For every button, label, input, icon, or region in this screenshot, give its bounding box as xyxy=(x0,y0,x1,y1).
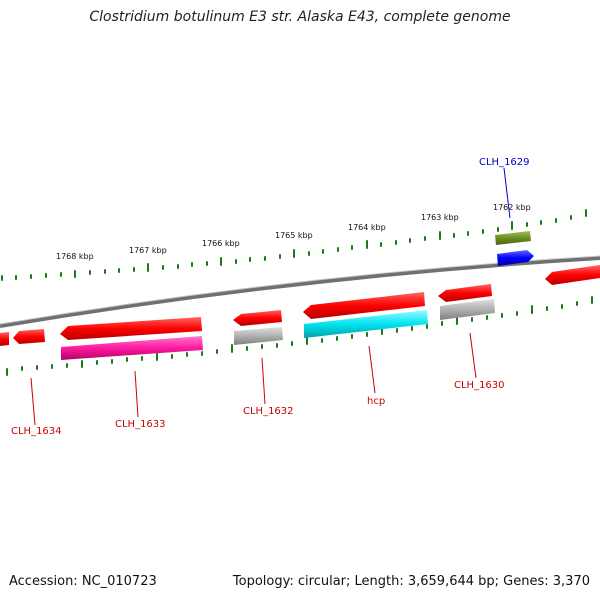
gene-arrow-clh1632[interactable] xyxy=(233,310,282,326)
gene-label-clh1633[interactable]: CLH_1633 xyxy=(115,419,166,430)
gene-label-clh1629[interactable]: CLH_1629 xyxy=(479,157,530,168)
leader-line-clh1629 xyxy=(503,167,511,219)
tick-label-1762: 1762 kbp xyxy=(493,203,531,212)
gene-label-hcp[interactable]: hcp xyxy=(367,396,385,407)
tick-label-1767: 1767 kbp xyxy=(129,246,167,255)
gene-arrow-clh1633[interactable] xyxy=(60,317,202,340)
tick-label-1766: 1766 kbp xyxy=(202,239,240,248)
gene-label-clh1634[interactable]: CLH_1634 xyxy=(11,426,62,437)
leader-line-clh1630 xyxy=(469,332,477,379)
tick-label-1764: 1764 kbp xyxy=(348,223,386,232)
genome-backbone xyxy=(0,256,600,328)
gene-arrow-clh1629[interactable] xyxy=(497,250,534,266)
topology-text: Topology: circular; Length: 3,659,644 bp… xyxy=(232,574,590,589)
gene-arrow-clh1632-lower[interactable] xyxy=(234,327,283,345)
gene-arrow-clh1630-lower[interactable] xyxy=(440,299,495,320)
gene-label-clh1630[interactable]: CLH_1630 xyxy=(454,380,505,391)
gene-arrow-clh1630[interactable] xyxy=(438,284,492,302)
accession-text: Accession: NC_010723 xyxy=(9,574,157,589)
gene-arrow-clh1633-lower[interactable] xyxy=(61,336,203,360)
tick-label-1768: 1768 kbp xyxy=(56,252,94,261)
tick-label-1763: 1763 kbp xyxy=(421,213,459,222)
inner-tick-ruler xyxy=(6,296,593,376)
tick-label-1765: 1765 kbp xyxy=(275,231,313,240)
gene-arrow-clh1634[interactable] xyxy=(13,329,45,344)
gene-arrow-hcp-lower[interactable] xyxy=(304,310,428,338)
gene-arrow-left-edge[interactable] xyxy=(0,332,9,346)
leader-line-clh1633 xyxy=(134,370,139,418)
leader-line-hcp xyxy=(368,345,376,394)
gene-arrow-clh1629-ortholog[interactable] xyxy=(495,231,531,245)
genome-title: Clostridium botulinum E3 str. Alaska E43… xyxy=(89,9,511,25)
leader-line-clh1634 xyxy=(30,377,36,426)
gene-label-clh1632[interactable]: CLH_1632 xyxy=(243,406,294,417)
outer-tick-ruler xyxy=(1,209,587,281)
gene-arrow-hcp[interactable] xyxy=(303,292,425,319)
gene-arrow-right-edge[interactable] xyxy=(545,265,600,285)
leader-line-clh1632 xyxy=(261,357,266,405)
